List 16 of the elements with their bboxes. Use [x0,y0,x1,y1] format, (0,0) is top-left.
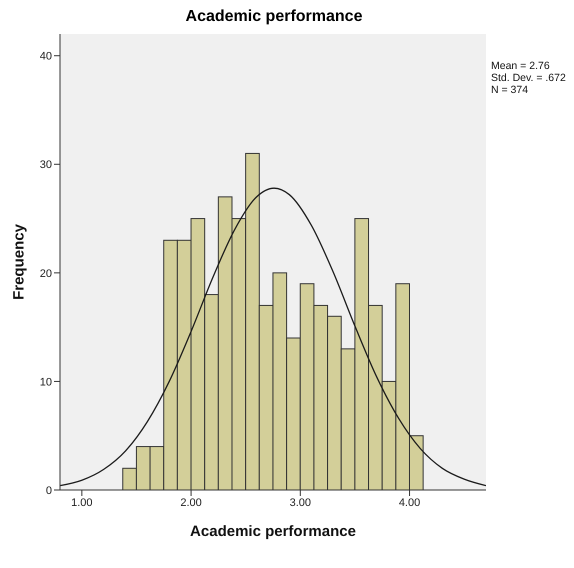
y-tick-label: 10 [40,376,52,388]
chart-title: Academic performance [184,8,364,27]
x-tick-label: 3.00 [290,496,312,509]
text: Mean = 2.76 [491,60,551,72]
x-tick-label: 2.00 [180,496,202,509]
y-tick-label: 30 [40,159,52,172]
x-axis-title: Academic performance [190,523,356,540]
y-tick-label: 20 [40,268,52,280]
line-series [60,188,486,486]
text: N = 374 [491,84,530,96]
y-tick-label: 0 [46,484,52,497]
text: Std. Dev. = .672 [491,72,566,84]
x-tick-label: 1.00 [71,496,93,509]
y-tick-label: 40 [40,50,52,63]
y-axis-title: Frequency [10,223,28,300]
x-tick-label: 4.00 [398,496,420,509]
